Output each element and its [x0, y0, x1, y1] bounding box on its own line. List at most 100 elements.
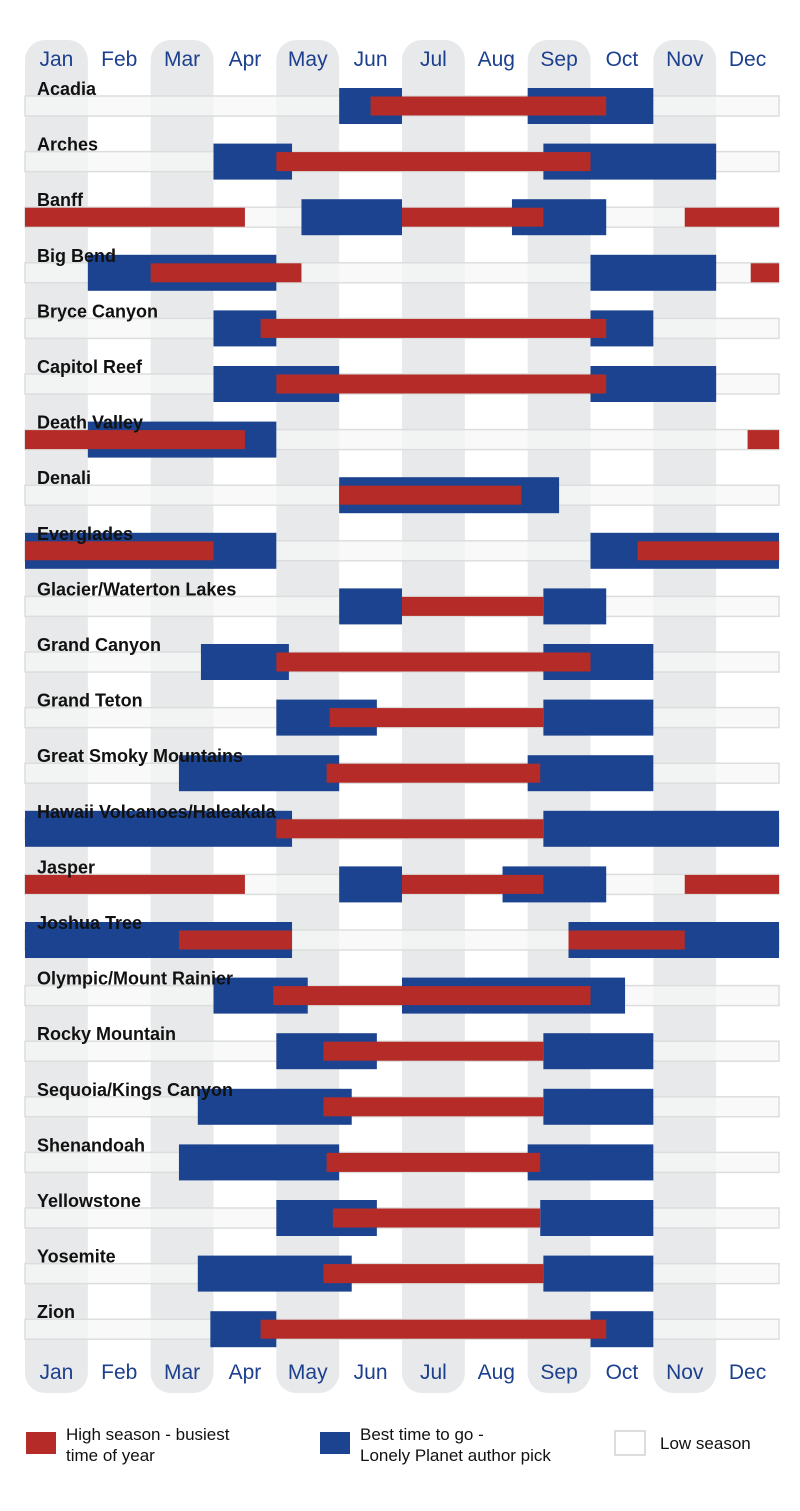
top-month-label-jan: Jan — [39, 48, 73, 71]
park-label: Everglades — [37, 524, 133, 544]
bottom-month-labels: Jan Feb Mar Apr May Jun Jul Aug Sep Oct Nov Dec — [39, 1361, 766, 1384]
legend-label-low: Low season — [660, 1434, 751, 1453]
bottom-month-label-apr: Apr — [229, 1361, 262, 1384]
park-row-olympic-mount-rainier: Olympic/Mount Rainier — [24, 969, 780, 1014]
high-season-bar — [747, 430, 779, 450]
park-label: Bryce Canyon — [37, 301, 158, 321]
top-month-label-jul: Jul — [420, 48, 447, 71]
legend-item-best: Best time to go - Lonely Planet author p… — [320, 1424, 551, 1466]
high-season-bar — [178, 930, 293, 950]
park-row-yosemite: Yosemite — [24, 1247, 780, 1292]
high-season-bar — [323, 1264, 544, 1284]
park-row-shenandoah: Shenandoah — [24, 1135, 780, 1181]
high-season-bar — [402, 207, 544, 227]
bottom-month-label-jan: Jan — [39, 1361, 73, 1384]
best-time-bar — [590, 366, 717, 402]
best-time-bar — [543, 1088, 654, 1125]
bottom-month-label-oct: Oct — [606, 1361, 639, 1384]
top-month-label-dec: Dec — [729, 48, 766, 71]
legend-swatch-best — [320, 1432, 350, 1454]
best-time-bar — [540, 1200, 654, 1236]
legend-item-high: High season - busiest time of year — [26, 1424, 229, 1466]
bottom-month-label-sep: Sep — [540, 1361, 577, 1384]
park-label: Rocky Mountain — [37, 1024, 176, 1044]
park-row-zion: Zion — [24, 1302, 780, 1348]
high-season-bar — [637, 541, 779, 561]
high-season-bar — [326, 763, 541, 783]
park-label: Joshua Tree — [37, 913, 142, 933]
park-label: Death Valley — [37, 413, 143, 433]
high-season-bar — [332, 1208, 541, 1228]
park-row-big-bend: Big Bend — [24, 246, 780, 291]
top-month-label-feb: Feb — [101, 48, 137, 71]
best-time-bar — [543, 1255, 654, 1292]
best-time-bar — [543, 1033, 654, 1070]
high-season-bar — [25, 874, 245, 894]
park-label: Grand Canyon — [37, 635, 161, 655]
park-row-sequoia-kings-canyon: Sequoia/Kings Canyon — [24, 1080, 780, 1125]
high-season-bar — [273, 986, 591, 1006]
legend-label-best: Best time to go - Lonely Planet author p… — [360, 1425, 551, 1465]
park-label: Grand Teton — [37, 691, 143, 711]
park-label: Yosemite — [37, 1247, 116, 1267]
legend: High season - busiest time of year Best … — [0, 1424, 800, 1484]
bottom-month-label-aug: Aug — [478, 1361, 515, 1384]
park-label: Olympic/Mount Rainier — [37, 969, 233, 989]
top-month-label-jun: Jun — [354, 48, 388, 71]
park-row-rocky-mountain: Rocky Mountain — [24, 1024, 780, 1070]
top-month-label-oct: Oct — [606, 48, 639, 71]
high-season-bar — [276, 374, 607, 394]
best-time-bar — [527, 755, 654, 792]
high-season-bar — [260, 318, 607, 338]
park-row-jasper: Jasper — [24, 857, 780, 903]
bottom-month-label-jul: Jul — [420, 1361, 447, 1384]
high-season-bar — [276, 819, 544, 839]
park-label: Great Smoky Mountains — [37, 746, 243, 766]
park-label: Denali — [37, 468, 91, 488]
legend-swatch-high — [26, 1432, 56, 1454]
park-row-denali: Denali — [24, 468, 780, 514]
park-row-grand-teton: Grand Teton — [24, 691, 780, 736]
legend-swatch-low — [614, 1430, 646, 1456]
park-label: Glacier/Waterton Lakes — [37, 579, 236, 599]
park-row-banff: Banff — [24, 190, 780, 236]
high-season-bar — [684, 207, 779, 227]
high-season-bar — [684, 874, 779, 894]
high-season-bar — [326, 1152, 541, 1172]
best-time-bar — [178, 755, 340, 792]
park-label: Arches — [37, 135, 98, 155]
best-time-bar — [339, 588, 402, 625]
park-row-great-smoky-mountains: Great Smoky Mountains — [24, 746, 780, 792]
park-row-arches: Arches — [24, 135, 780, 180]
park-row-glacier-waterton-lakes: Glacier/Waterton Lakes — [24, 579, 780, 625]
high-season-bar — [329, 708, 544, 728]
top-month-label-sep: Sep — [540, 48, 577, 71]
high-season-bar — [260, 1319, 607, 1339]
best-time-bar — [543, 699, 654, 736]
park-label: Sequoia/Kings Canyon — [37, 1080, 233, 1100]
park-label: Acadia — [37, 79, 97, 99]
bottom-month-label-may: May — [288, 1361, 328, 1384]
park-row-hawaii-volcanoes-haleakala: Hawaii Volcanoes/Haleakala — [24, 802, 780, 847]
top-month-label-aug: Aug — [478, 48, 515, 71]
best-time-bar — [301, 199, 402, 236]
park-row-grand-canyon: Grand Canyon — [24, 635, 780, 680]
park-label: Hawaii Volcanoes/Haleakala — [37, 802, 277, 822]
top-month-labels: Jan Feb Mar Apr May Jun Jul Aug Sep Oct Nov Dec — [39, 48, 766, 71]
park-row-everglades: Everglades — [24, 524, 780, 569]
park-label: Banff — [37, 190, 84, 210]
high-season-bar — [323, 1097, 544, 1117]
top-month-label-mar: Mar — [164, 48, 200, 71]
high-season-bar — [25, 430, 245, 450]
best-time-bar — [590, 254, 717, 291]
bottom-month-label-dec: Dec — [729, 1361, 766, 1384]
park-row-bryce-canyon: Bryce Canyon — [24, 301, 780, 347]
top-month-label-may: May — [288, 48, 328, 71]
bottom-month-label-feb: Feb — [101, 1361, 137, 1384]
high-season-bar — [323, 1041, 544, 1061]
best-time-bar — [527, 1144, 654, 1181]
park-label: Zion — [37, 1302, 75, 1322]
park-label: Yellowstone — [37, 1191, 141, 1211]
best-time-bar — [200, 644, 289, 680]
high-season-bar — [150, 263, 302, 283]
